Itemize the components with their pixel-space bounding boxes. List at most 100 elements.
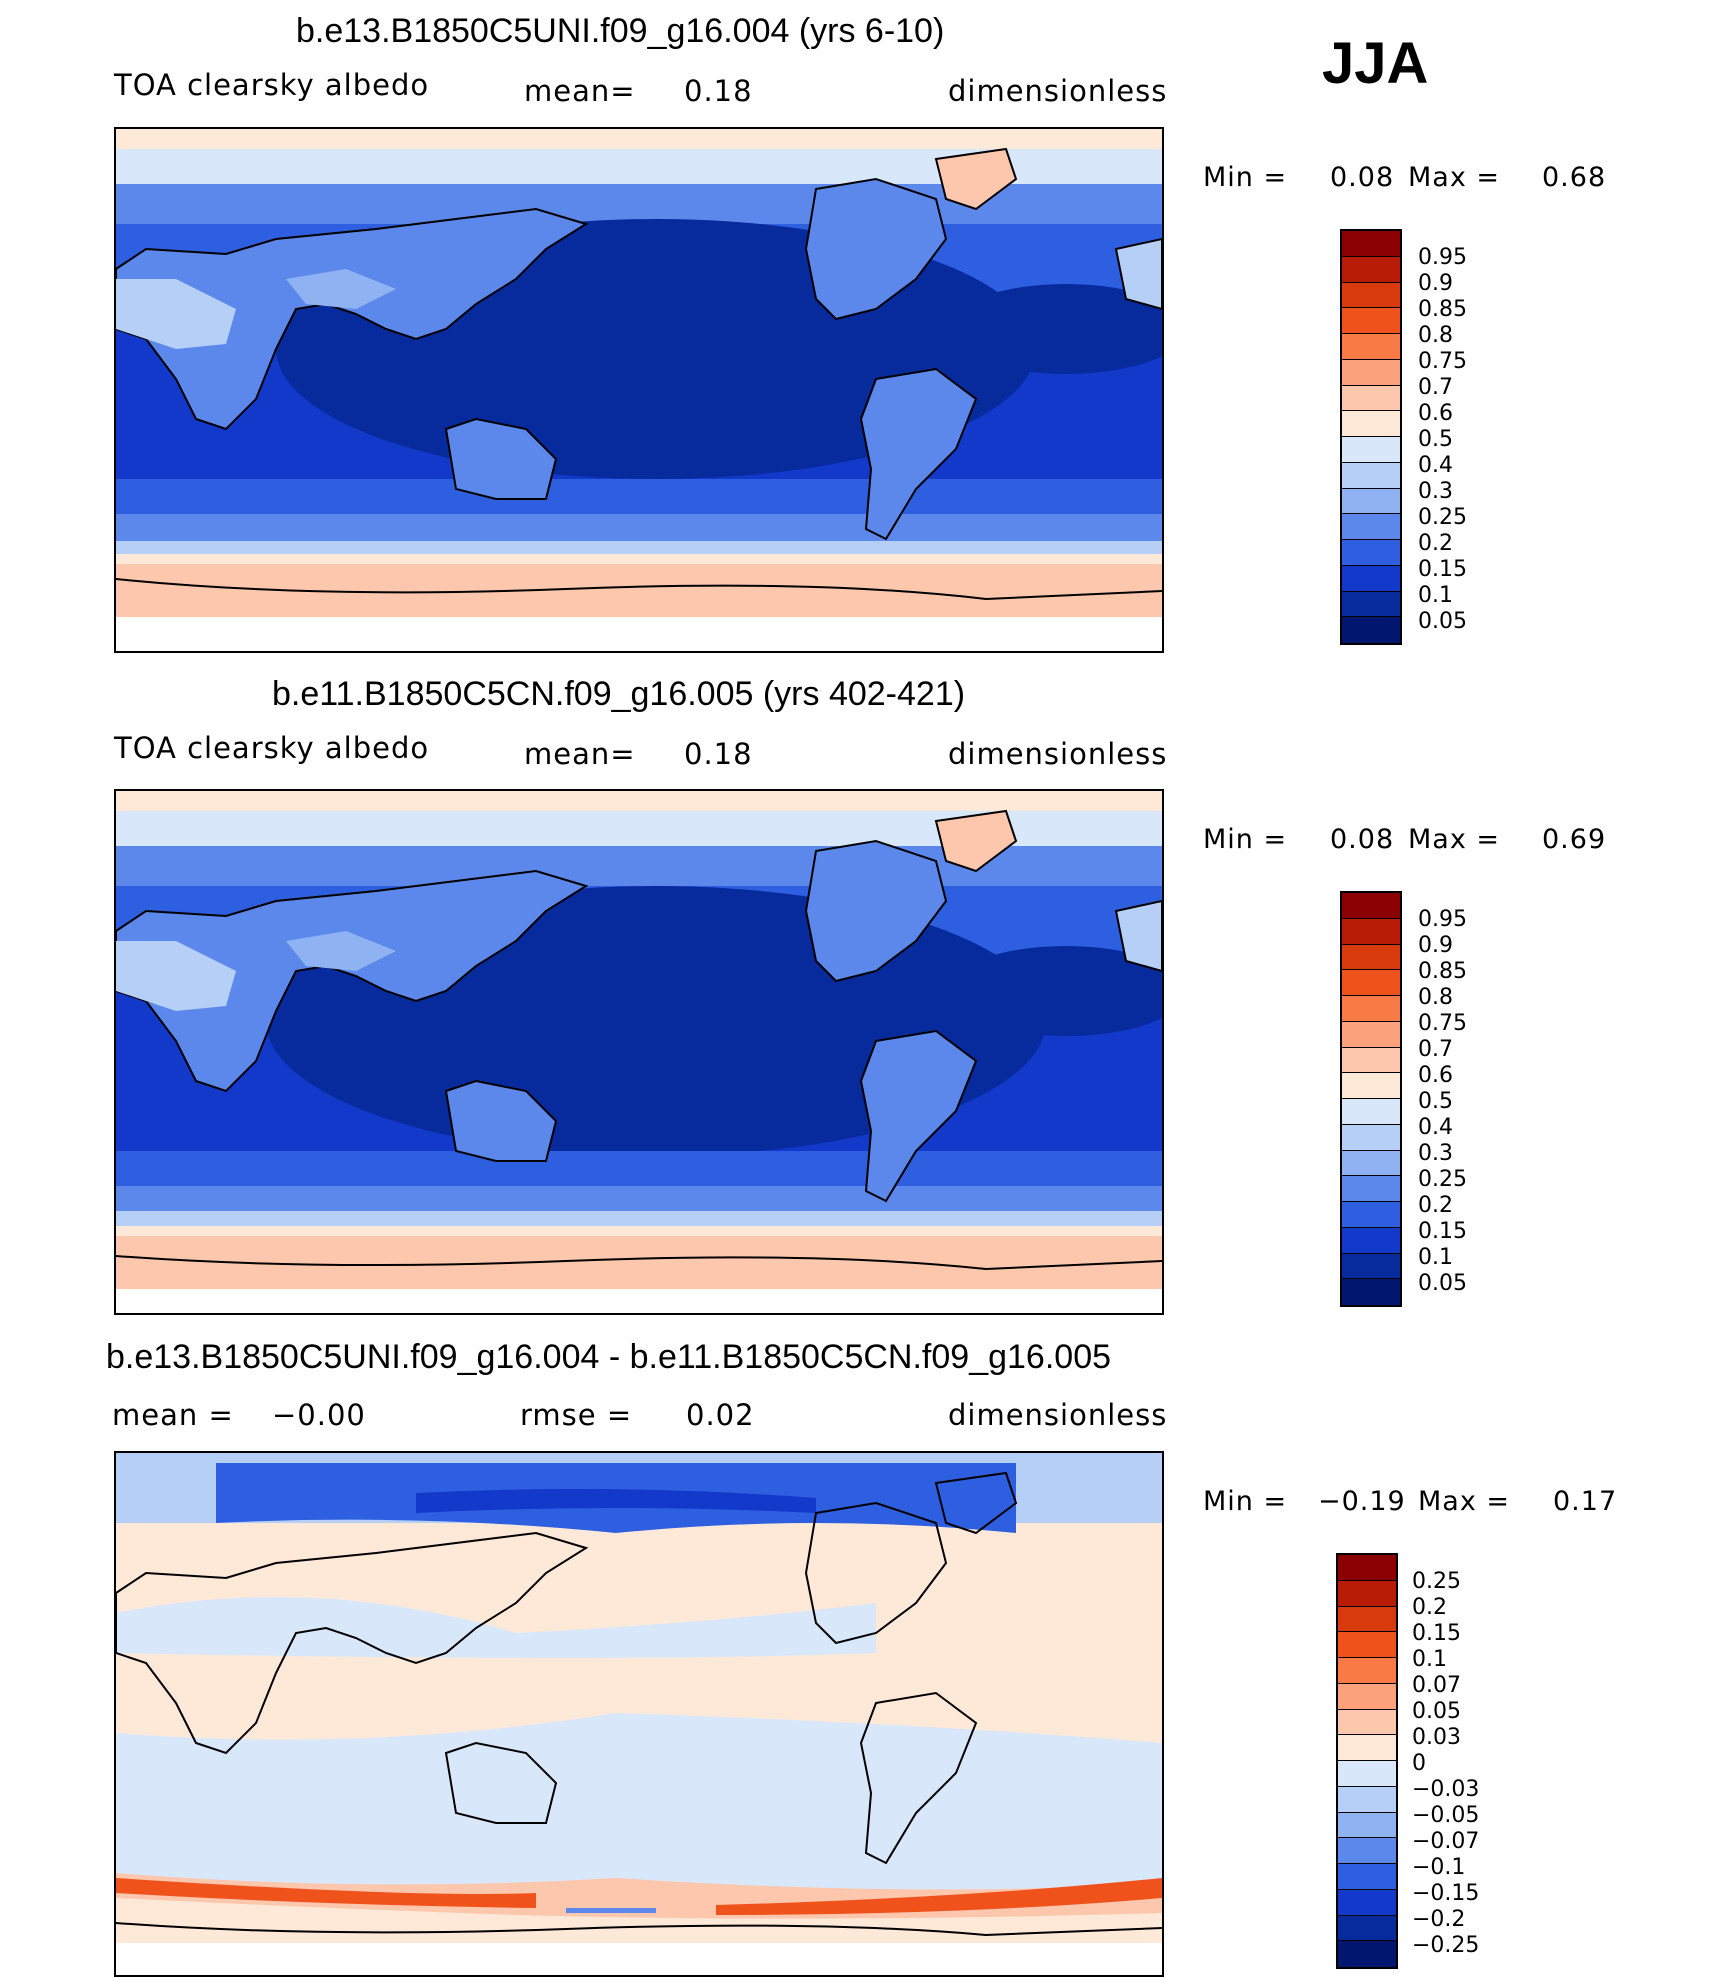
colorbar-segment [1342,944,1400,971]
colorbar-tick-label: −0.05 [1412,1803,1480,1828]
colorbar-segment [1342,540,1400,566]
colorbar-tick-label: −0.1 [1412,1855,1466,1880]
panel-1-title: b.e13.B1850C5UNI.f09_g16.004 (yrs 6-10) [296,12,945,50]
panel-2-variable: TOA clearsky albedo [114,731,430,765]
colorbar-segment [1342,591,1400,618]
colorbar-segment [1338,1864,1396,1890]
colorbar-tick-label: 0.05 [1418,1271,1467,1296]
colorbar-tick-label: 0.15 [1412,1621,1461,1646]
colorbar-tick-label: 0.7 [1418,1037,1453,1062]
panel-1-min-label: Min = [1203,162,1288,193]
panel-1-mean-value: 0.18 [684,74,753,108]
colorbar-segment [1342,462,1400,489]
colorbar-tick-label: 0.9 [1418,933,1453,958]
panel-2-mean-label: mean= [524,737,636,771]
colorbar-segment [1342,411,1400,437]
colorbar-segment [1342,488,1400,515]
colorbar-segment [1342,1279,1400,1305]
colorbar-segment [1342,514,1400,540]
panel-1-min-value: 0.08 [1330,162,1395,193]
colorbar-segment [1342,1124,1400,1151]
colorbar-segment [1342,334,1400,360]
colorbar-segment [1342,1253,1400,1280]
panel-3-units: dimensionless [948,1398,1168,1432]
colorbar-tick-label: 0.85 [1418,297,1467,322]
colorbar-tick-label: 0.03 [1412,1725,1461,1750]
colorbar-segment [1342,385,1400,412]
colorbar-segment [1342,1047,1400,1074]
colorbar-tick-label: 0.2 [1418,1193,1453,1218]
colorbar-segment [1342,918,1400,945]
colorbar-segment [1338,1812,1396,1839]
colorbar-tick-label: 0.1 [1418,583,1453,608]
colorbar-tick-label: 0.15 [1418,1219,1467,1244]
colorbar-segment [1338,1941,1396,1967]
colorbar-segment [1342,1227,1400,1254]
colorbar-segment [1338,1838,1396,1864]
colorbar-tick-label: 0.8 [1418,323,1453,348]
colorbar-tick-label: 0.85 [1418,959,1467,984]
panel-1-max-label: Max = [1408,162,1501,193]
colorbar-segment [1338,1555,1396,1581]
colorbar-segment [1342,231,1400,257]
colorbar-tick-label: 0.75 [1418,349,1467,374]
colorbar-tick-label: −0.2 [1412,1907,1466,1932]
panel-2-colorbar [1340,891,1402,1307]
colorbar-segment [1342,308,1400,334]
colorbar-tick-label: 0.95 [1418,245,1467,270]
panel-3-rmse-label: rmse = [520,1398,633,1432]
colorbar-tick-label: 0.05 [1418,609,1467,634]
colorbar-segment [1342,282,1400,309]
colorbar-segment [1338,1658,1396,1684]
colorbar-tick-label: −0.07 [1412,1829,1480,1854]
colorbar-tick-label: 0.6 [1418,401,1453,426]
colorbar-segment [1342,1176,1400,1202]
colorbar-tick-label: 0.3 [1418,479,1453,504]
colorbar-segment [1338,1580,1396,1607]
colorbar-segment [1338,1632,1396,1658]
panel-3-map [114,1451,1164,1977]
panel-3-colorbar [1336,1553,1398,1969]
panel-3-mean-value: −0.00 [272,1398,366,1432]
colorbar-segment [1338,1683,1396,1710]
panel-3-max-value: 0.17 [1553,1486,1618,1517]
colorbar-tick-label: 0.75 [1418,1011,1467,1036]
colorbar-segment [1338,1761,1396,1787]
panel-3-mean-label: mean = [112,1398,234,1432]
panel-2-map [114,789,1164,1315]
colorbar-segment [1338,1735,1396,1761]
colorbar-tick-label: 0.25 [1418,505,1467,530]
panel-1-colorbar [1340,229,1402,645]
panel-3-min-value: −0.19 [1318,1486,1406,1517]
colorbar-segment [1342,1021,1400,1048]
colorbar-segment [1342,256,1400,283]
colorbar-segment [1342,565,1400,592]
panel-3-min-label: Min = [1203,1486,1288,1517]
colorbar-tick-label: 0.1 [1418,1245,1453,1270]
panel-1-units: dimensionless [948,74,1168,108]
panel-3-max-label: Max = [1418,1486,1511,1517]
colorbar-tick-label: 0.3 [1418,1141,1453,1166]
colorbar-tick-label: 0.8 [1418,985,1453,1010]
colorbar-tick-label: 0.05 [1412,1699,1461,1724]
colorbar-segment [1342,437,1400,463]
panel-2-min-value: 0.08 [1330,824,1395,855]
panel-3-rmse-value: 0.02 [686,1398,755,1432]
colorbar-tick-label: 0.15 [1418,557,1467,582]
panel-2-max-label: Max = [1408,824,1501,855]
colorbar-tick-label: −0.03 [1412,1777,1480,1802]
colorbar-segment [1338,1606,1396,1633]
panel-2-mean-value: 0.18 [684,737,753,771]
colorbar-tick-label: 0.4 [1418,453,1453,478]
panel-2-units: dimensionless [948,737,1168,771]
colorbar-segment [1338,1889,1396,1916]
panel-2-title: b.e11.B1850C5CN.f09_g16.005 (yrs 402-421… [272,675,966,713]
colorbar-tick-label: 0.9 [1418,271,1453,296]
colorbar-segment [1342,1202,1400,1228]
colorbar-segment [1342,893,1400,919]
colorbar-segment [1342,970,1400,996]
panel-1-mean-label: mean= [524,74,636,108]
colorbar-tick-label: 0 [1412,1751,1426,1776]
colorbar-tick-label: 0.25 [1412,1569,1461,1594]
colorbar-segment [1338,1709,1396,1736]
